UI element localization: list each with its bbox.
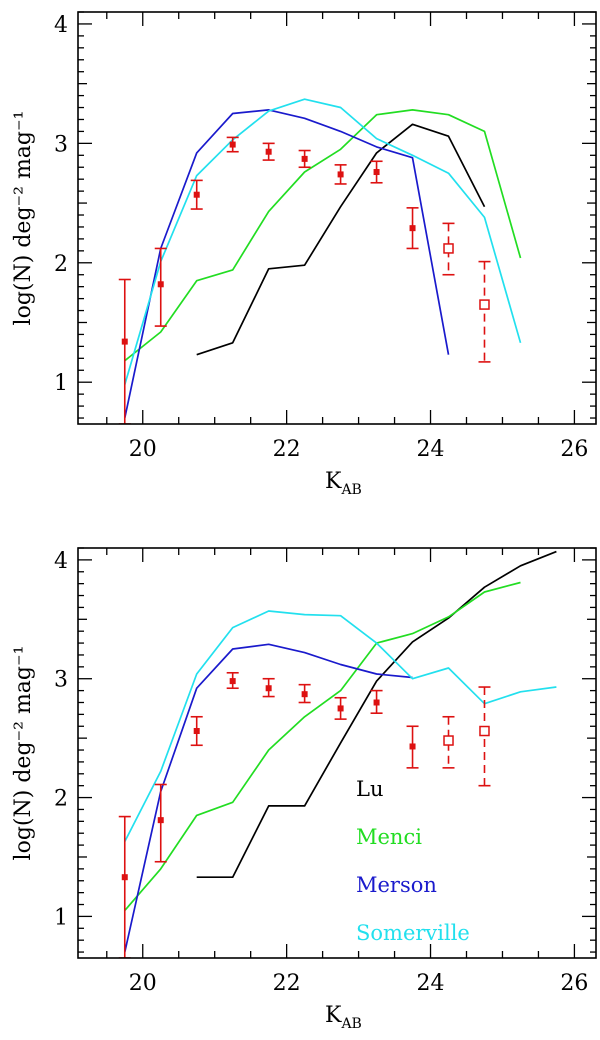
bottom-plot-frame [77, 547, 597, 959]
bottom-x-tick-label: 22 [273, 971, 301, 996]
bottom-line-somerville [124, 610, 557, 842]
top-data-point [265, 148, 272, 155]
bottom-data-point [229, 678, 236, 685]
legend-label-somerville: Somerville [356, 921, 470, 945]
bottom-data-point [265, 685, 272, 692]
bottom-line-merson [123, 643, 413, 953]
top-y-tick-label: 1 [54, 371, 68, 396]
bottom-data-point [157, 817, 164, 824]
bottom-model-lines [123, 550, 557, 953]
top-x-axis-label-main: K [325, 469, 342, 494]
bottom-data-point [193, 728, 200, 735]
bottom-data-points [118, 671, 491, 958]
top-data-point-open [443, 243, 454, 254]
bottom-y-tick-label: 1 [54, 905, 68, 930]
legend-label-menci: Menci [356, 825, 422, 849]
bottom-y-tick-label: 2 [54, 787, 68, 812]
top-y-tick-label: 2 [54, 252, 68, 277]
legend-label-lu: Lu [356, 777, 383, 801]
top-model-lines [123, 98, 522, 419]
top-y-axis-label: log(N) deg⁻² mag⁻¹ [11, 111, 36, 326]
bottom-error-bar [478, 686, 491, 787]
legend: Lu Menci Merson Somerville [356, 777, 470, 945]
top-line-merson [123, 109, 450, 419]
bottom-data-point [121, 874, 128, 881]
top-data-point [229, 141, 236, 148]
top-panel: 20 22 24 26 1 2 3 4 log(N) deg⁻² mag⁻¹ KAB [11, 11, 597, 498]
bottom-error-bar [118, 815, 131, 958]
top-x-tick-label: 24 [417, 437, 445, 462]
bottom-data-point-open [479, 725, 490, 737]
bottom-data-point [373, 699, 380, 706]
top-y-tick-label: 4 [54, 13, 68, 38]
top-x-tick-label: 26 [560, 437, 588, 462]
top-x-tick-label: 22 [273, 437, 301, 462]
top-x-axis-label: KAB [325, 469, 362, 498]
top-data-point [337, 171, 344, 178]
top-x-axis-label-sub: AB [340, 482, 361, 498]
bottom-x-axis-label-main: K [325, 1003, 342, 1028]
bottom-x-tick-label: 26 [560, 971, 588, 996]
bottom-x-axis-label: KAB [325, 1003, 362, 1032]
top-data-points [118, 136, 491, 424]
bottom-data-point [301, 691, 308, 698]
top-data-point [121, 338, 128, 345]
top-line-menci [124, 109, 522, 362]
bottom-line-menci [124, 581, 521, 912]
bottom-y-tick-label: 3 [54, 668, 68, 693]
top-error-bar [118, 278, 131, 424]
bottom-panel: 20 22 24 26 1 2 3 4 log(N) deg⁻² mag⁻¹ KAB Lu M… [11, 547, 597, 1032]
top-error-bar [442, 222, 455, 276]
bottom-ticks: 20 22 24 26 1 2 3 4 [54, 547, 596, 996]
top-data-point-open [479, 299, 490, 310]
top-y-tick-label: 3 [54, 132, 68, 157]
bottom-line-lu [196, 550, 557, 879]
top-plot-frame [77, 11, 597, 425]
top-line-somerville [123, 98, 522, 385]
bottom-error-bar [442, 715, 455, 769]
bottom-x-tick-label: 20 [129, 971, 157, 996]
top-data-point [157, 281, 164, 288]
bottom-data-point [337, 705, 344, 712]
top-line-lu [196, 123, 486, 356]
bottom-x-tick-label: 24 [417, 971, 445, 996]
bottom-data-point-open [443, 735, 454, 746]
bottom-data-point [409, 743, 416, 750]
bottom-x-axis-label-sub: AB [340, 1016, 361, 1032]
top-error-bar [478, 260, 491, 363]
top-ticks: 20 22 24 26 1 2 3 4 [54, 11, 596, 462]
legend-label-merson: Merson [356, 873, 437, 897]
top-data-point [373, 169, 380, 176]
top-data-point [193, 191, 200, 198]
top-data-point [409, 225, 416, 232]
top-x-tick-label: 20 [129, 437, 157, 462]
bottom-y-axis-label: log(N) deg⁻² mag⁻¹ [11, 646, 36, 861]
top-data-point [301, 155, 308, 162]
bottom-y-tick-label: 4 [54, 549, 68, 574]
